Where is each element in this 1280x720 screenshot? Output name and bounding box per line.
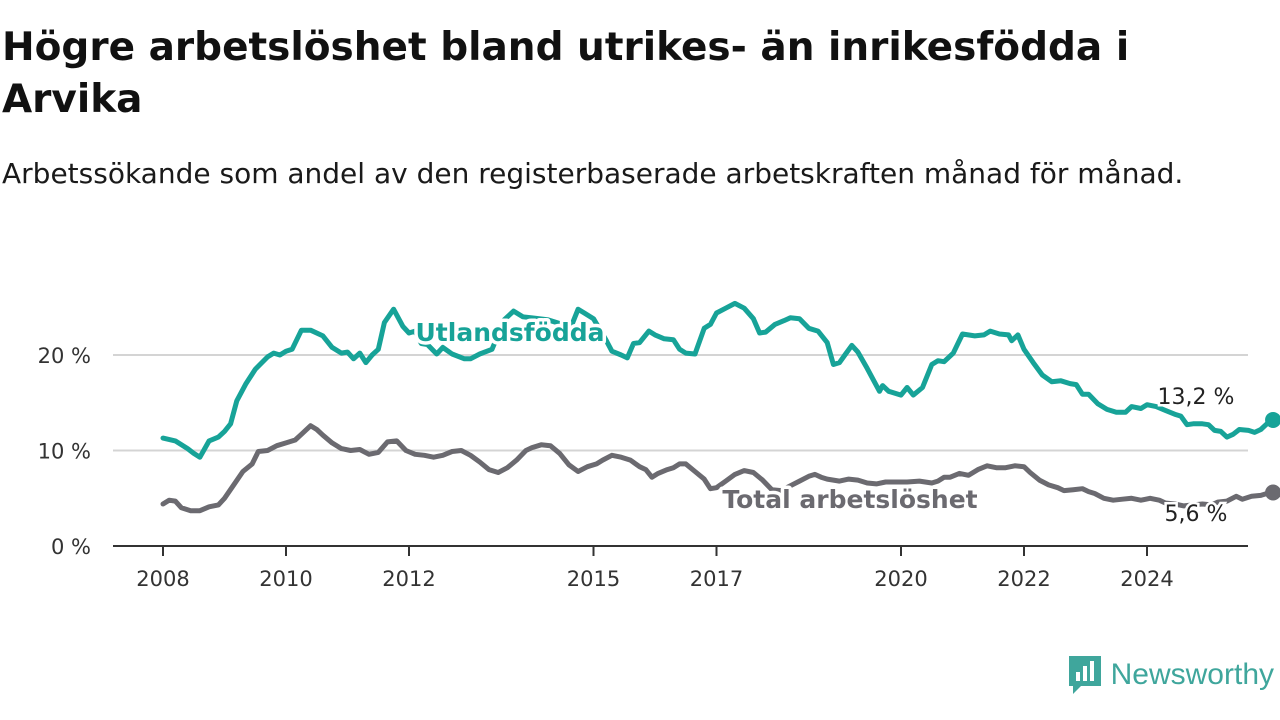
series-label-utlandsfodda: Utlandsfödda	[416, 318, 605, 347]
end-label-total: 5,6 %	[1165, 502, 1228, 527]
chart-title: Högre arbetslöshet bland utrikes- än inr…	[2, 25, 1130, 122]
end-point-total	[1265, 484, 1280, 501]
x-axis: 2008 2010 2012 2015 2017 2020 2022 2024	[113, 545, 1248, 591]
newsworthy-logo-icon	[1068, 656, 1101, 694]
x-tick-label: 2017	[690, 567, 743, 591]
x-tick-label: 2008	[136, 567, 189, 591]
x-tick-label: 2022	[997, 567, 1050, 591]
x-tick-label: 2020	[874, 567, 927, 591]
series-line-utlandsfodda	[160, 300, 1276, 460]
y-tick-label: 0 %	[51, 535, 91, 559]
x-tick-label: 2010	[259, 567, 312, 591]
series-lines	[160, 300, 1280, 514]
x-tick-label: 2015	[567, 567, 620, 591]
brand-logo: Newsworthy	[1067, 653, 1274, 697]
end-label-utlandsfodda: 13,2 %	[1158, 385, 1235, 410]
end-point-utlandsfodda	[1265, 411, 1280, 428]
y-tick-label: 20 %	[38, 344, 91, 368]
x-tick-label: 2024	[1120, 567, 1173, 591]
x-tick-label: 2012	[382, 567, 435, 591]
line-chart: 0 % 10 % 20 % 2008 2010 2012 2015 2017 2020 2022…	[38, 300, 1280, 591]
series-line-total	[160, 423, 1276, 514]
y-tick-label: 10 %	[38, 440, 91, 464]
series-label-total: Total arbetslöshet	[722, 485, 977, 514]
y-gridlines: 0 % 10 % 20 %	[38, 344, 1248, 559]
brand-name: Newsworthy	[1110, 658, 1274, 691]
chart-subtitle: Arbetssökande som andel av den registerb…	[2, 157, 1184, 190]
series-labels: Utlandsfödda Total arbetslöshet 13,2 % 5,6 …	[412, 315, 1237, 530]
